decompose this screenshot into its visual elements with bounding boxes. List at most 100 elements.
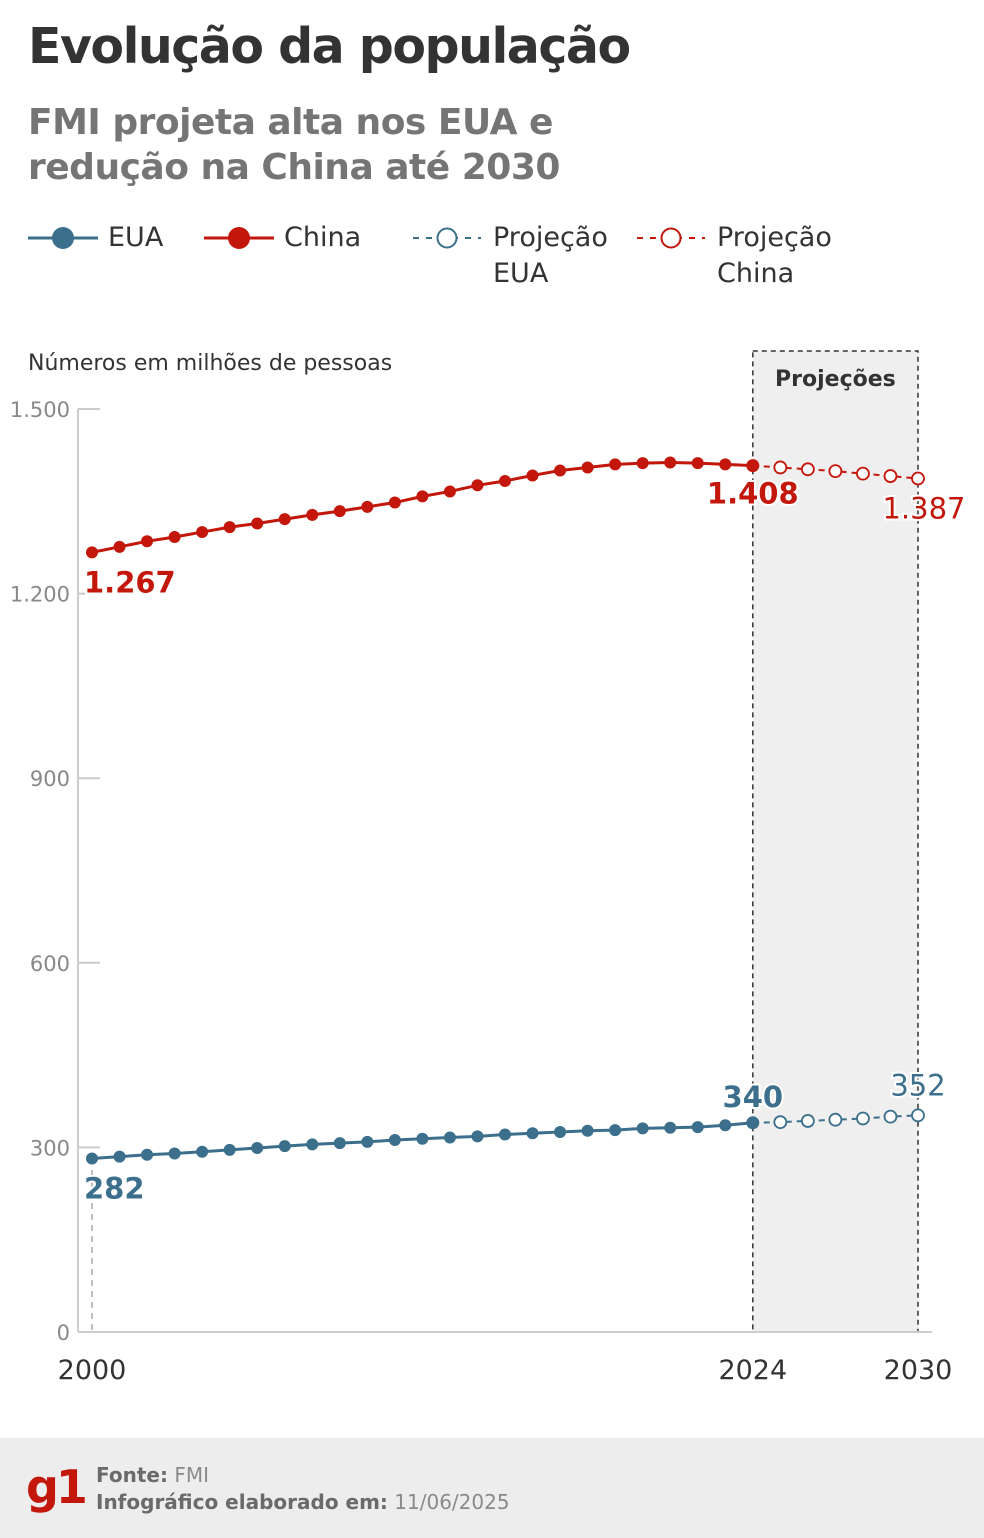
- data-point-china: [141, 535, 154, 548]
- legend-solid-line-marker-icon: [204, 227, 274, 249]
- page-title: Evolução da população: [28, 18, 631, 75]
- data-point-china: [581, 461, 594, 474]
- series-group: 1.267 1.408 1.387 282 340 352: [82, 456, 968, 1207]
- data-point-eua: [388, 1134, 401, 1147]
- legend-label: China: [284, 222, 362, 253]
- y-axis-label: Números em milhões de pessoas: [28, 351, 392, 376]
- data-point-china: [443, 485, 456, 498]
- data-point-projecao-china: [828, 464, 843, 479]
- data-point-china: [636, 457, 649, 470]
- data-point-china: [168, 530, 181, 543]
- source-line: Fonte: FMI: [96, 1463, 209, 1487]
- source-value: FMI: [174, 1463, 209, 1487]
- data-point-projecao-eua: [911, 1108, 925, 1123]
- data-point-china: [306, 508, 319, 521]
- data-point-projecao-china: [883, 469, 898, 483]
- data-point-eua: [278, 1140, 291, 1153]
- legend-dashed-line-hollow-marker-icon: [637, 227, 705, 249]
- data-point-eua: [223, 1143, 236, 1156]
- legend-label: EUA: [108, 222, 164, 253]
- data-point-china: [333, 505, 346, 518]
- data-point-china: [251, 517, 264, 530]
- legend-solid-line-marker-icon: [28, 227, 98, 249]
- data-point-china: [664, 456, 677, 469]
- y-tick-label: 0: [57, 1321, 70, 1345]
- data-point-eua: [636, 1122, 649, 1135]
- data-point-china: [113, 540, 126, 553]
- data-point-china: [526, 469, 539, 482]
- data-point-china: [361, 500, 374, 513]
- data-point-projecao-china: [911, 471, 925, 486]
- data-point-eua: [113, 1150, 126, 1163]
- data-point-china: [196, 526, 209, 539]
- projection-band: [752, 350, 919, 1333]
- data-point-china: [691, 457, 704, 470]
- data-label-projecao-china: 1.387: [882, 492, 965, 526]
- data-point-eua: [86, 1152, 98, 1165]
- data-point-eua: [196, 1145, 209, 1158]
- data-point-eua: [306, 1138, 319, 1151]
- data-label-china: 1.408: [707, 477, 799, 511]
- y-tick-label: 300: [30, 1136, 70, 1160]
- data-point-eua: [719, 1119, 732, 1132]
- data-point-china: [609, 458, 622, 471]
- data-point-projecao-china: [856, 466, 870, 481]
- data-point-eua: [581, 1124, 594, 1137]
- data-point-projecao-eua: [856, 1111, 870, 1126]
- data-point-eua: [499, 1128, 511, 1141]
- x-ticks: 2000 2024 2030: [58, 1355, 953, 1386]
- data-point-projecao-eua: [883, 1109, 898, 1124]
- data-point-eua: [609, 1124, 622, 1137]
- data-point-eua: [554, 1126, 567, 1139]
- legend-label: Projeção EUA: [493, 222, 608, 289]
- projection-label: Projeções: [775, 367, 896, 392]
- g1-logo: g1: [26, 1460, 88, 1514]
- y-tick-label: 900: [30, 767, 70, 791]
- data-point-china: [86, 546, 98, 559]
- source-label: Fonte:: [96, 1463, 168, 1487]
- data-label-eua: 282: [84, 1171, 145, 1205]
- data-point-china: [388, 496, 401, 509]
- legend-label: Projeção China: [717, 222, 832, 289]
- data-point-eua: [664, 1121, 677, 1134]
- data-point-projecao-eua: [800, 1114, 815, 1128]
- data-point-china: [223, 521, 236, 534]
- data-point-projecao-eua: [773, 1115, 788, 1130]
- data-point-china: [416, 490, 429, 503]
- x-tick-label: 2000: [58, 1355, 127, 1386]
- data-point-projecao-eua: [828, 1112, 843, 1127]
- data-point-eua: [691, 1121, 704, 1134]
- x-tick-label: 2030: [884, 1355, 953, 1386]
- y-tick-label: 1.500: [10, 398, 70, 422]
- data-point-eua: [416, 1132, 429, 1145]
- data-point-eua: [526, 1127, 539, 1140]
- data-point-eua: [471, 1130, 484, 1143]
- legend-dashed-line-hollow-marker-icon: [413, 227, 481, 249]
- footer: g1 Fonte: FMI Infográfico elaborado em: …: [0, 1438, 984, 1538]
- data-point-china: [719, 458, 732, 471]
- data-point-eua: [251, 1142, 264, 1155]
- series-line-china: [91, 461, 753, 554]
- data-point-eua: [361, 1135, 374, 1148]
- x-tick-label: 2024: [718, 1355, 787, 1386]
- data-point-china: [554, 464, 567, 477]
- y-tick-label: 600: [30, 952, 70, 976]
- data-point-eua: [168, 1147, 181, 1160]
- data-point-eua: [443, 1131, 456, 1144]
- data-label-china: 1.267: [84, 565, 176, 599]
- population-line-chart: Projeções Números em milhões de pessoas …: [10, 350, 968, 1386]
- page-subtitle: FMI projeta alta nos EUA e redução na Ch…: [28, 102, 560, 188]
- y-ticks: 0 300 600 900 1.200 1.500: [10, 398, 100, 1345]
- data-point-projecao-china: [773, 460, 788, 475]
- data-point-china: [278, 513, 291, 526]
- data-point-china: [499, 474, 511, 487]
- made-date-line: Infográfico elaborado em: 11/06/2025: [96, 1490, 510, 1514]
- data-point-projecao-china: [800, 462, 815, 477]
- data-label-projecao-eua: 352: [890, 1068, 945, 1102]
- data-label-eua: 340: [723, 1080, 784, 1114]
- data-point-china: [471, 479, 484, 492]
- data-point-eua: [333, 1137, 346, 1150]
- made-date-value: 11/06/2025: [394, 1490, 510, 1514]
- data-point-eua: [141, 1148, 154, 1161]
- made-label: Infográfico elaborado em:: [96, 1490, 388, 1514]
